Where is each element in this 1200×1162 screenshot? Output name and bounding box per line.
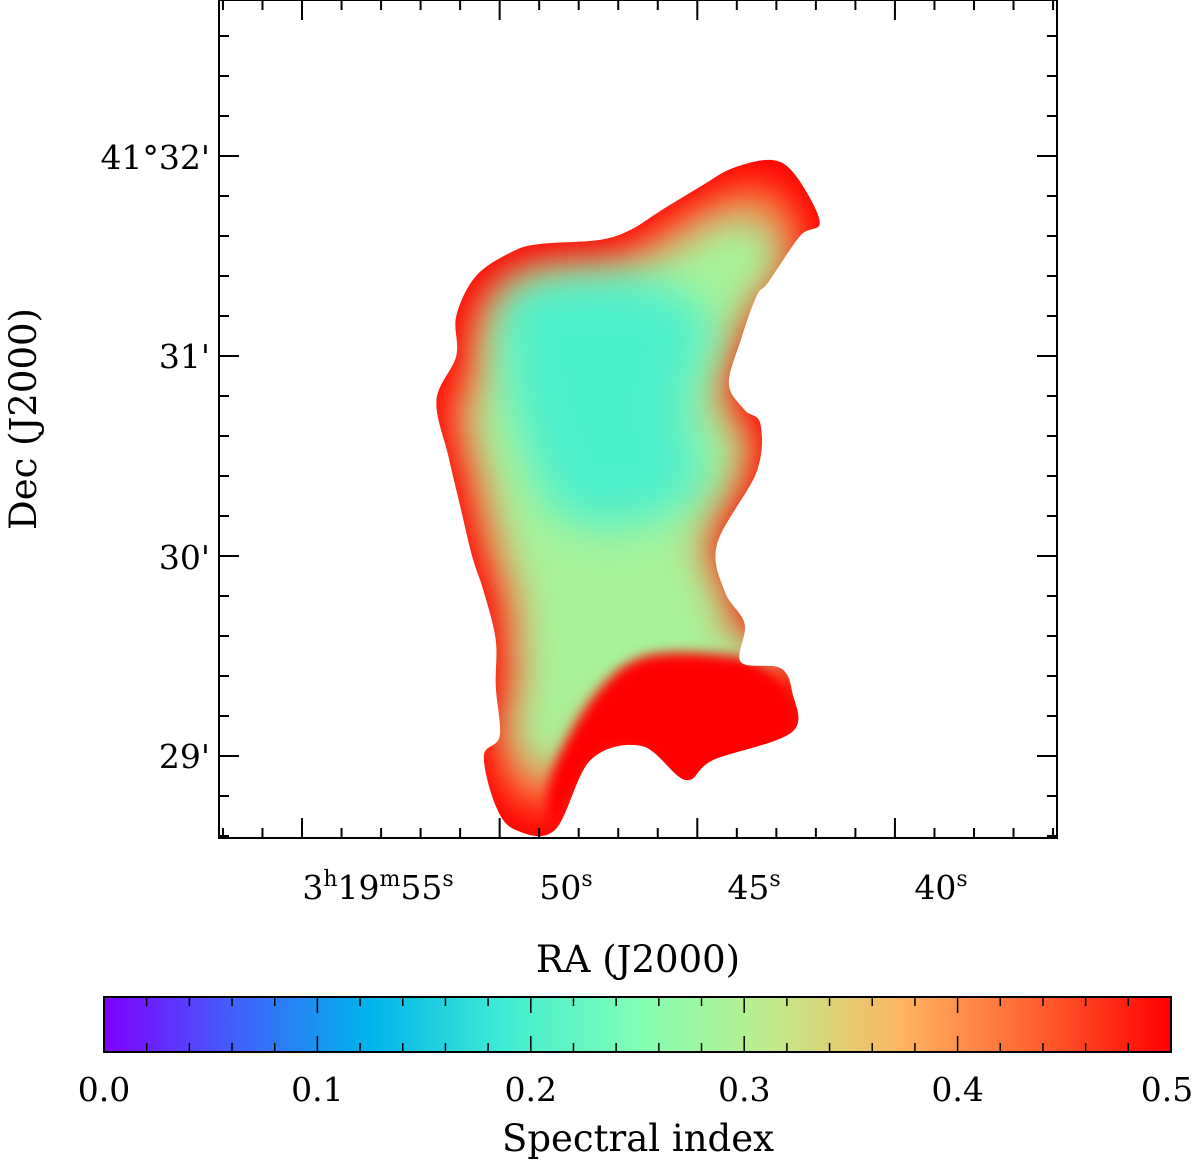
x-tick-label: 45s [727,867,780,907]
map-steep-spectrum-region [547,652,799,825]
y-tick-label: 31' [159,337,210,376]
x-axis-label: RA (J2000) [536,938,740,981]
minor-ticks [219,0,1057,838]
major-ticks [219,0,1057,838]
colorbar-ticks [145,997,1130,1052]
colorbar-tick-label: 0.5 [1141,1070,1193,1109]
x-tick-label: 40s [914,867,967,907]
x-tick-label: 50s [539,867,592,907]
plot-frame [218,0,1058,839]
y-tick-label: 41°32' [100,138,210,177]
colorbar-tick-label: 0.3 [718,1070,770,1109]
colorbar-tick-label: 0.1 [291,1070,343,1109]
x-tick-label: 3h19m55s [302,867,453,907]
colorbar-tick-label: 0.2 [505,1070,557,1109]
y-tick-label: 30' [159,538,210,577]
y-axis-label: Dec (J2000) [2,308,45,530]
colorbar [103,996,1172,1053]
colorbar-tick-label: 0.0 [78,1070,130,1109]
colorbar-tick-label: 0.4 [931,1070,983,1109]
colorbar-label: Spectral index [502,1117,774,1160]
y-tick-label: 29' [159,737,210,776]
spectral-index-map [436,159,820,837]
map-core-region [501,274,714,527]
